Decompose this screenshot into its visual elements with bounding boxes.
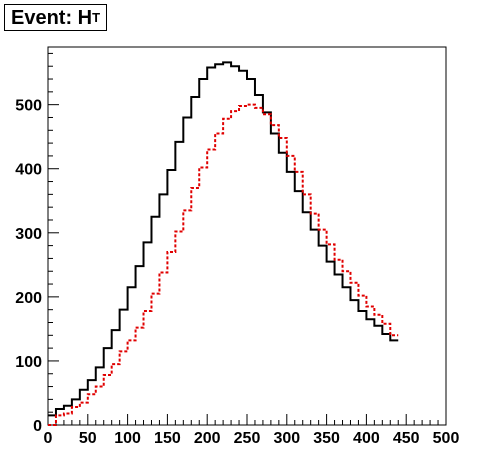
x-tick-label: 150 <box>154 430 181 447</box>
axis-tick-labels: 0 50 100 150 200 250 300 350 400 450 500 0 100 200 300… <box>15 98 459 447</box>
x-tick-label: 450 <box>393 430 420 447</box>
x-tick-label: 0 <box>44 430 53 447</box>
title-subscript: T <box>92 10 101 25</box>
x-tick-label: 300 <box>273 430 300 447</box>
title-main: Event: H <box>11 6 93 29</box>
x-tick-label: 500 <box>433 430 460 447</box>
x-tick-label: 50 <box>79 430 97 447</box>
y-tick-label: 200 <box>15 290 42 307</box>
y-tick-label: 400 <box>15 162 42 179</box>
y-tick-label: 500 <box>15 98 42 115</box>
x-tick-label: 250 <box>234 430 261 447</box>
x-tick-label: 100 <box>114 430 141 447</box>
histogram-red-dashed <box>48 103 399 426</box>
x-tick-label: 350 <box>313 430 340 447</box>
histogram-series <box>48 61 399 426</box>
plot-frame <box>47 46 447 426</box>
y-tick-label: 300 <box>15 226 42 243</box>
axis-ticks <box>47 52 447 426</box>
y-tick-label: 100 <box>15 354 42 371</box>
x-tick-label: 400 <box>353 430 380 447</box>
x-tick-label: 200 <box>194 430 221 447</box>
histogram-black-solid <box>48 61 399 417</box>
y-tick-label: 0 <box>33 418 42 435</box>
